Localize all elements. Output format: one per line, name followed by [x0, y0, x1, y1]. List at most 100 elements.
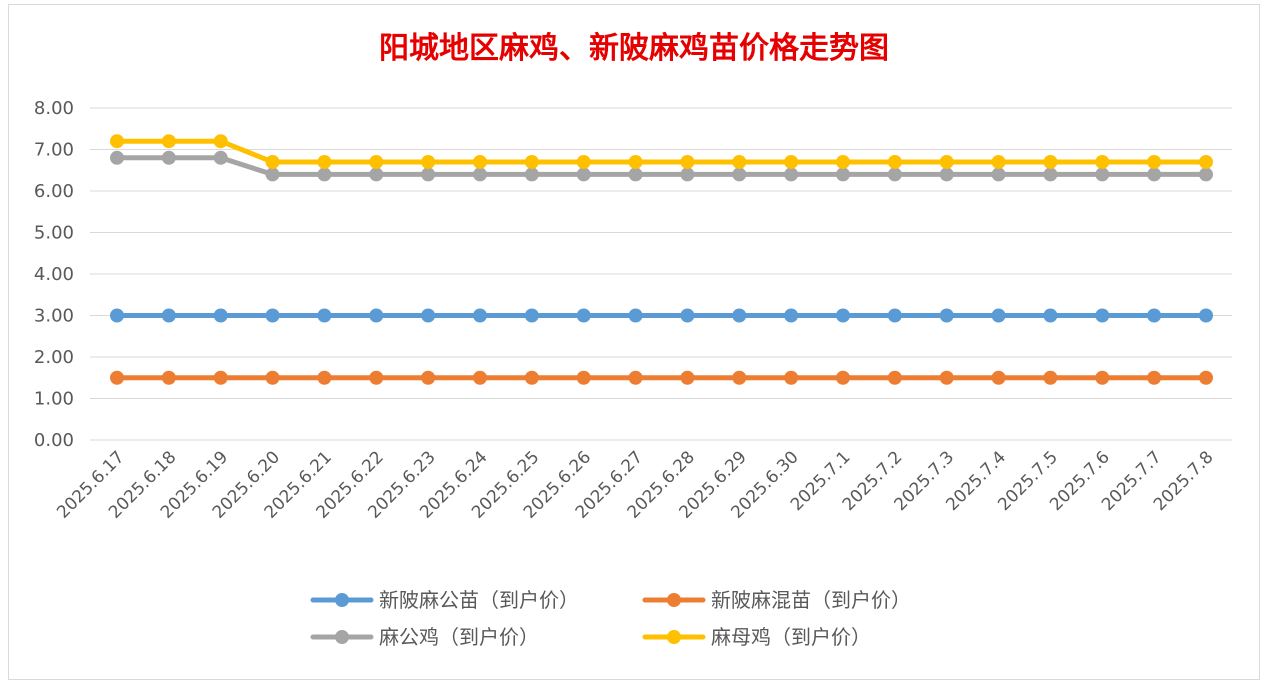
- data-point: [939, 370, 954, 385]
- y-tick-label: 4.00: [34, 264, 74, 285]
- data-point: [680, 370, 695, 385]
- data-point: [991, 370, 1006, 385]
- series-lines: [110, 134, 1213, 385]
- legend-item: 新陂麻混苗（到户价）: [642, 588, 911, 612]
- data-point: [110, 134, 124, 149]
- legend-swatch-marker: [335, 593, 349, 607]
- y-tick-label: 2.00: [34, 347, 74, 368]
- gridlines: [90, 107, 1232, 441]
- data-point: [110, 150, 124, 165]
- series-3: [110, 150, 1213, 182]
- data-point: [524, 167, 539, 182]
- legend-label: 麻母鸡（到户价）: [711, 625, 871, 649]
- data-point: [213, 370, 228, 385]
- data-point: [213, 308, 228, 323]
- data-point: [836, 154, 850, 169]
- y-tick-label: 1.00: [34, 389, 74, 410]
- data-point: [732, 370, 747, 385]
- data-point: [1095, 167, 1110, 182]
- data-point: [473, 167, 487, 182]
- data-point: [887, 308, 902, 323]
- series-2: [110, 370, 1213, 385]
- data-point: [1095, 370, 1110, 385]
- data-point: [1147, 154, 1162, 169]
- legend-swatch-marker: [335, 630, 349, 644]
- data-point: [421, 370, 436, 385]
- data-point: [1199, 370, 1213, 385]
- data-point: [317, 154, 332, 169]
- chart-title: 阳城地区麻鸡、新陂麻鸡苗价格走势图: [379, 31, 889, 66]
- data-point: [576, 370, 591, 385]
- data-point: [628, 308, 643, 323]
- data-point: [1043, 308, 1058, 323]
- data-point: [939, 308, 954, 323]
- legend-item: 麻母鸡（到户价）: [642, 625, 871, 649]
- data-point: [887, 167, 902, 182]
- data-point: [836, 308, 850, 323]
- data-point: [265, 308, 280, 323]
- data-point: [369, 167, 384, 182]
- legend-swatch-marker: [667, 593, 681, 607]
- chart-area: [8, 4, 1260, 680]
- data-point: [1095, 154, 1110, 169]
- data-point: [317, 308, 332, 323]
- legend-swatch-marker: [667, 630, 681, 644]
- y-tick-label: 6.00: [34, 181, 74, 202]
- data-point: [1147, 370, 1162, 385]
- data-point: [887, 154, 902, 169]
- y-tick-label: 0.00: [34, 430, 74, 451]
- y-tick-label: 5.00: [34, 223, 74, 244]
- data-point: [369, 154, 384, 169]
- data-point: [836, 167, 850, 182]
- data-point: [680, 154, 695, 169]
- data-point: [110, 370, 124, 385]
- data-point: [317, 167, 332, 182]
- data-point: [1043, 154, 1058, 169]
- data-point: [317, 370, 332, 385]
- data-point: [161, 134, 176, 149]
- data-point: [991, 167, 1006, 182]
- data-point: [939, 167, 954, 182]
- data-point: [939, 154, 954, 169]
- data-point: [161, 370, 176, 385]
- data-point: [732, 308, 747, 323]
- series-line: [114, 138, 1209, 165]
- data-point: [1043, 370, 1058, 385]
- data-point: [576, 308, 591, 323]
- data-point: [784, 370, 799, 385]
- data-point: [628, 370, 643, 385]
- legend-label: 麻公鸡（到户价）: [379, 625, 539, 649]
- data-point: [732, 167, 747, 182]
- data-point: [473, 308, 487, 323]
- y-tick-label: 3.00: [34, 306, 74, 327]
- data-point: [576, 154, 591, 169]
- data-point: [1199, 154, 1213, 169]
- legend-item: 麻公鸡（到户价）: [310, 625, 539, 649]
- y-tick-label: 8.00: [34, 98, 74, 119]
- x-axis-tick-labels: 2025.6.172025.6.182025.6.192025.6.202025…: [53, 447, 1217, 522]
- data-point: [110, 308, 124, 323]
- data-point: [213, 150, 228, 165]
- data-point: [213, 134, 228, 149]
- data-point: [732, 154, 747, 169]
- data-point: [369, 370, 384, 385]
- y-axis-tick-labels: 0.00 1.00 2.00 3.00 4.00 5.00 6.00 7.00 8.00: [34, 98, 74, 451]
- legend: 新陂麻公苗（到户价） 新陂麻混苗（到户价） 麻公鸡（到户价） 麻母鸡（到户价）: [310, 588, 911, 649]
- y-tick-label: 7.00: [34, 140, 74, 161]
- data-point: [1147, 308, 1162, 323]
- series-1: [110, 308, 1213, 323]
- series-4: [110, 134, 1213, 169]
- data-point: [524, 154, 539, 169]
- data-point: [161, 308, 176, 323]
- data-point: [265, 370, 280, 385]
- data-point: [524, 308, 539, 323]
- data-point: [628, 167, 643, 182]
- data-point: [473, 154, 487, 169]
- data-point: [421, 167, 436, 182]
- legend-label: 新陂麻公苗（到户价）: [379, 588, 579, 612]
- data-point: [680, 167, 695, 182]
- data-point: [991, 154, 1006, 169]
- data-point: [1095, 308, 1110, 323]
- data-point: [1043, 167, 1058, 182]
